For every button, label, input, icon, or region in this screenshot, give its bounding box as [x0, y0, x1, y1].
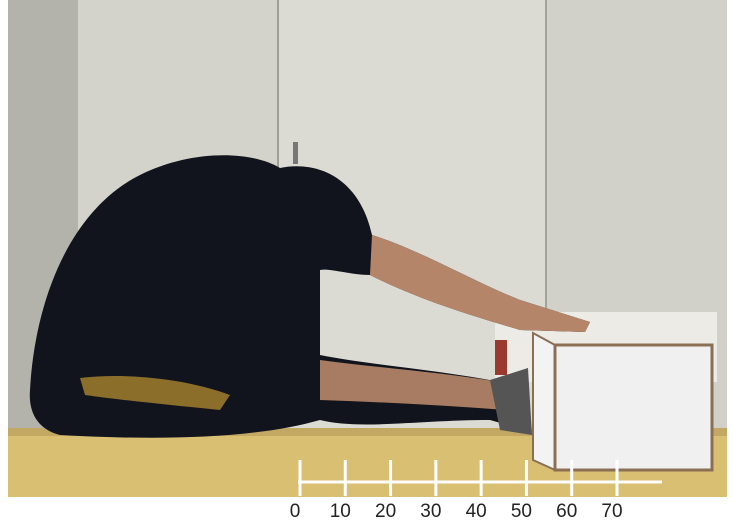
ruler-label: 60 — [556, 501, 577, 522]
door-handle — [293, 142, 298, 164]
shorts-trim — [80, 375, 230, 410]
arms — [370, 235, 590, 332]
ruler-label: 70 — [601, 501, 622, 522]
mat-edge — [8, 428, 727, 436]
caption-area — [0, 497, 732, 525]
ruler-label: 30 — [420, 501, 441, 522]
box-tape — [495, 340, 507, 375]
ruler-label: 40 — [466, 501, 487, 522]
box-front — [553, 343, 714, 472]
ruler-label: 10 — [330, 501, 351, 522]
ruler-label: 0 — [290, 501, 301, 522]
socks — [490, 368, 532, 435]
person — [29, 155, 591, 438]
ruler-label: 50 — [511, 501, 532, 522]
legs — [320, 360, 505, 410]
box-side — [532, 331, 556, 472]
ruler-label: 20 — [375, 501, 396, 522]
